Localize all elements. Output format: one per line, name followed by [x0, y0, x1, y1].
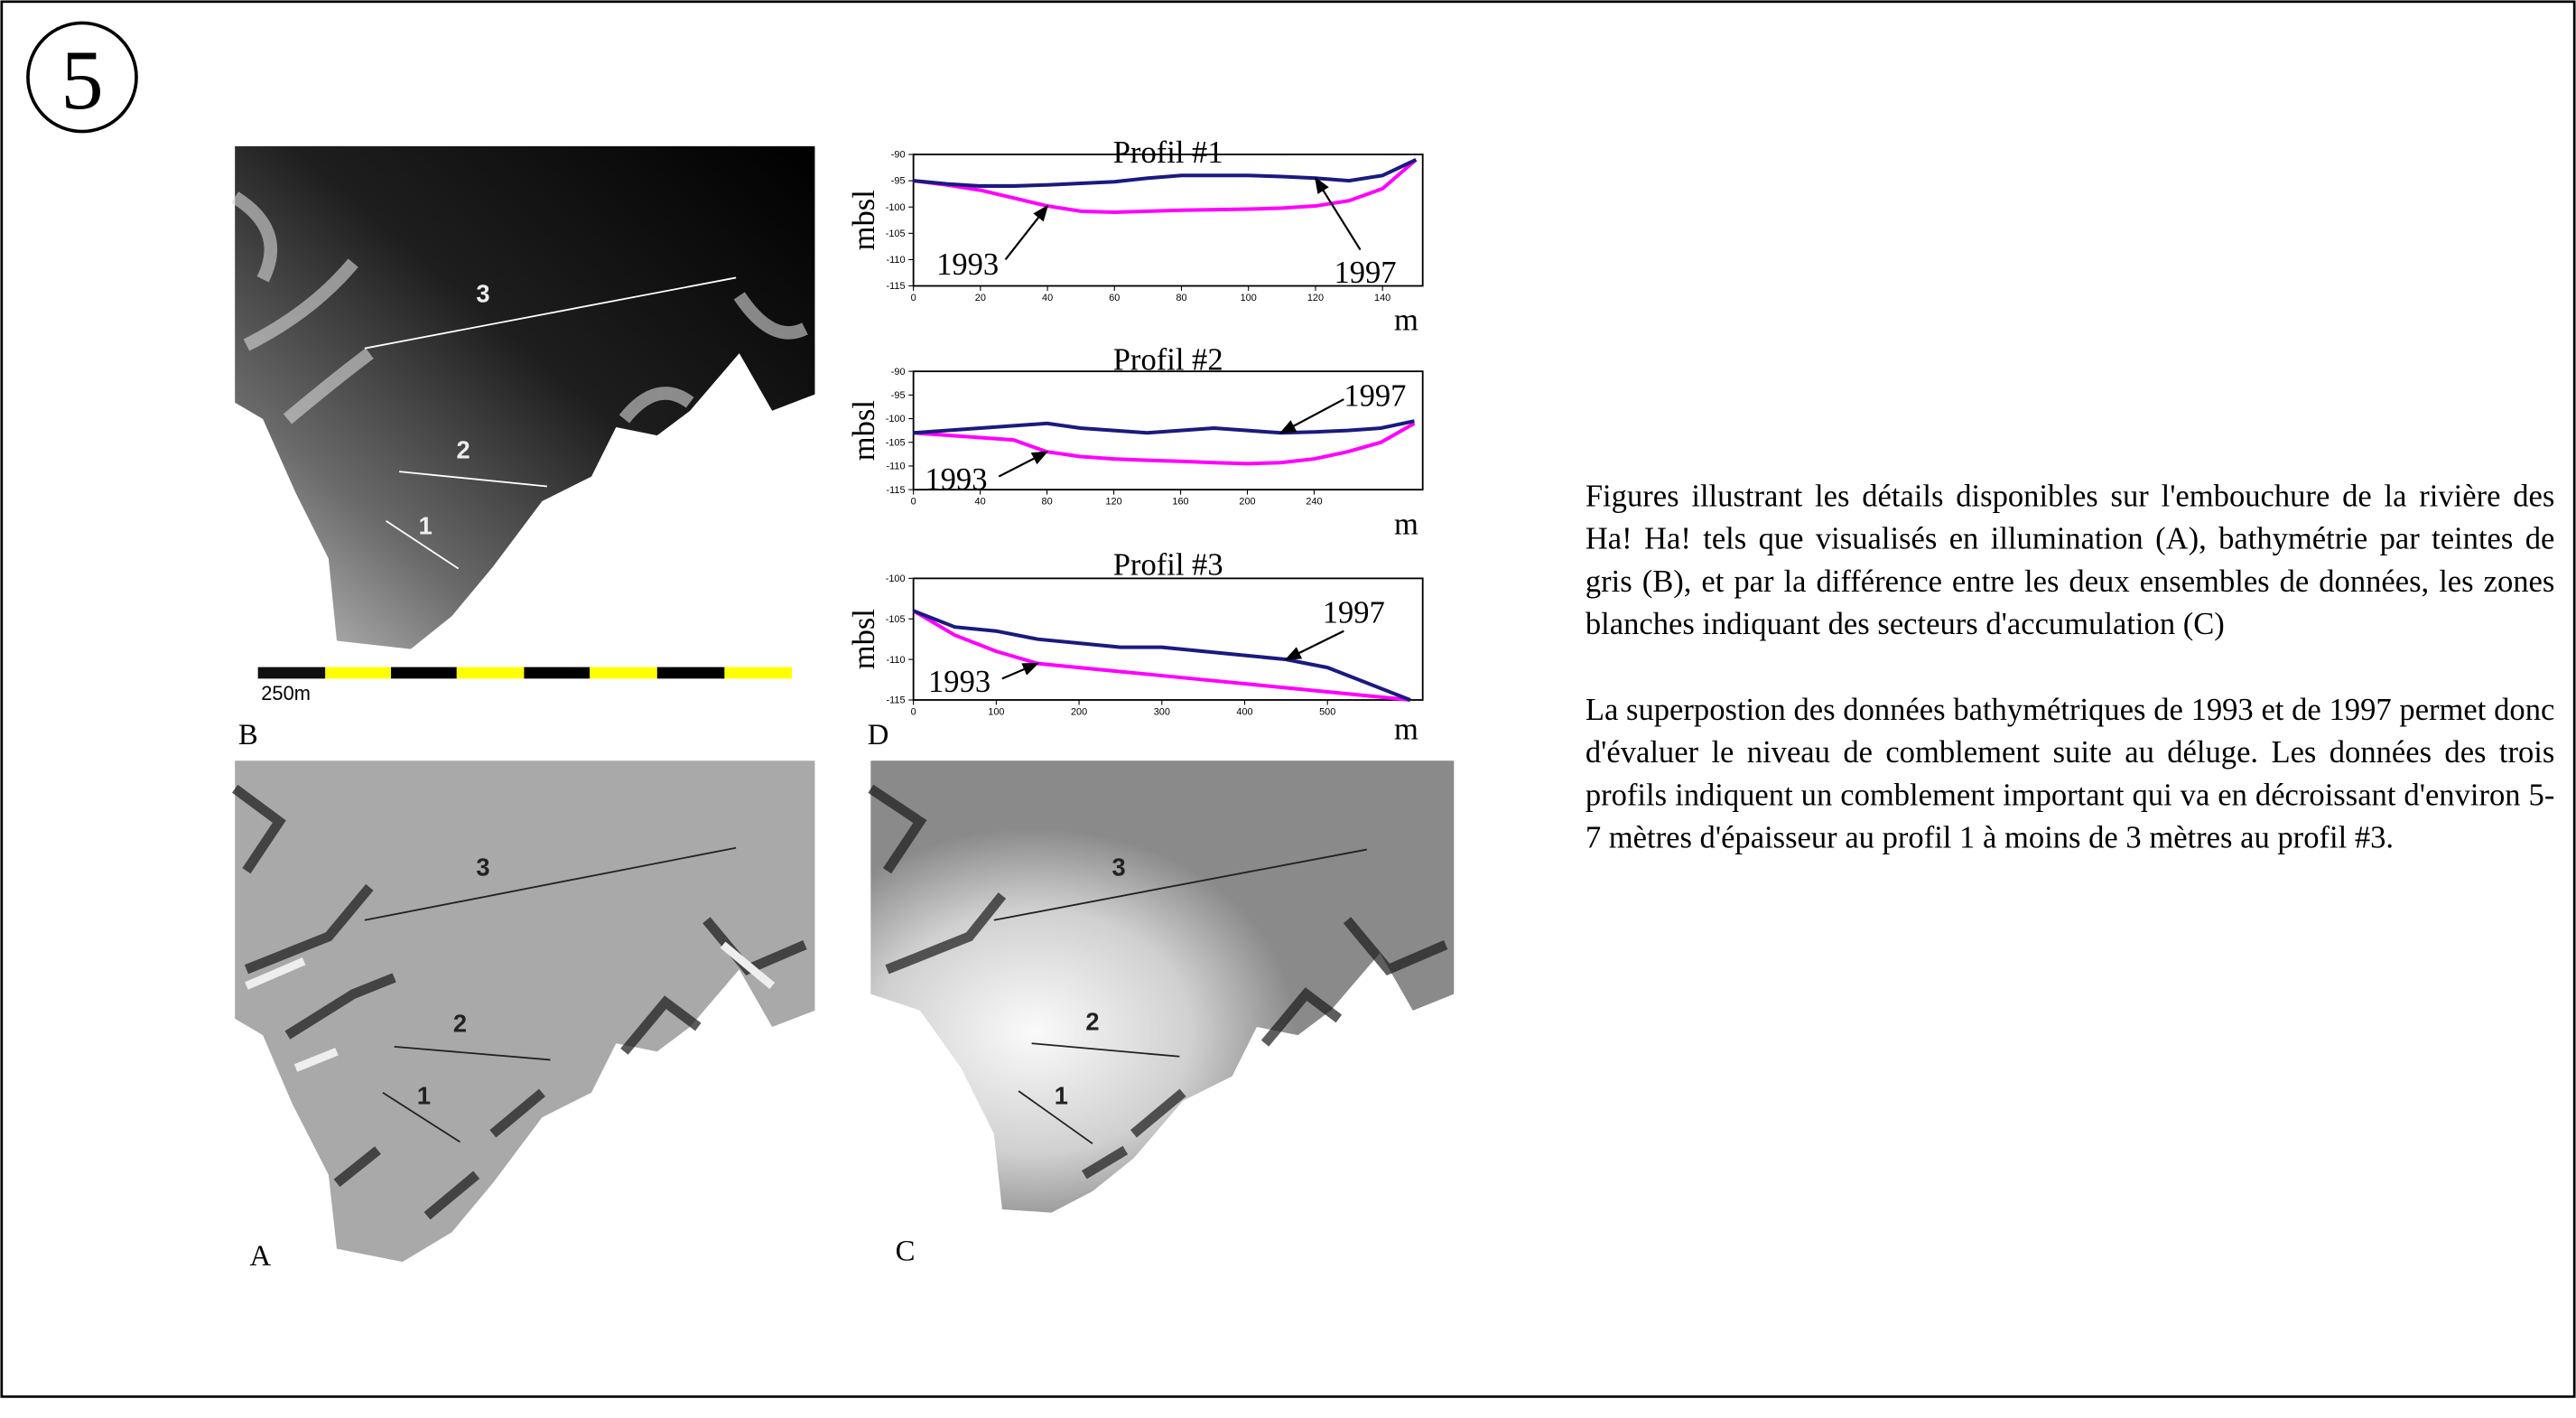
map-a: 3 2 1 A — [235, 760, 814, 1273]
profile-label: 3 — [1111, 854, 1125, 882]
map-c: 3 2 1 C — [870, 760, 1454, 1267]
series-annotation: 1997 — [1334, 256, 1396, 290]
y-tick-label: -100 — [886, 574, 906, 584]
y-tick-label: -110 — [887, 655, 906, 666]
y-tick-label: -115 — [887, 695, 906, 706]
y-tick-label: -95 — [891, 390, 906, 401]
x-tick-label: 40 — [1042, 293, 1053, 303]
x-axis-label: m — [1394, 507, 1418, 541]
caption-paragraph: La superpostion des données bathymétriqu… — [1586, 690, 2555, 861]
series-annotation: 1997 — [1344, 378, 1406, 413]
profile-label: 3 — [476, 854, 489, 882]
x-tick-label: 120 — [1307, 293, 1324, 303]
x-tick-label: 80 — [1042, 497, 1053, 508]
figure-number: 5 — [60, 33, 103, 127]
x-tick-label: 300 — [1154, 706, 1170, 717]
y-tick-label: -115 — [887, 281, 906, 292]
x-tick-label: 60 — [1109, 293, 1120, 303]
x-tick-label: 0 — [911, 706, 916, 717]
scale-label: 250m — [261, 682, 311, 704]
series-annotation: 1993 — [925, 462, 987, 497]
profile-label: 1 — [419, 511, 432, 539]
y-tick-label: -110 — [887, 255, 906, 266]
y-axis-label: mbsl — [847, 400, 881, 461]
y-tick-label: -105 — [886, 614, 906, 625]
y-tick-label: -90 — [891, 367, 906, 378]
caption-paragraph: Figures illustrant les détails disponibl… — [1586, 477, 2555, 648]
map-b: 3 2 1 250m B — [235, 146, 814, 751]
y-tick-label: -105 — [886, 437, 906, 448]
x-tick-label: 120 — [1105, 497, 1121, 508]
profile-label: 3 — [476, 280, 489, 308]
x-axis-label: m — [1394, 303, 1418, 338]
y-tick-label: -115 — [887, 485, 906, 496]
x-tick-label: 20 — [975, 293, 986, 303]
x-tick-label: 500 — [1319, 706, 1335, 717]
x-axis-label: m — [1394, 713, 1418, 747]
profile-label: 2 — [457, 436, 470, 464]
y-axis-label: mbsl — [847, 190, 881, 250]
profile-label: 1 — [1055, 1082, 1068, 1110]
x-tick-label: 200 — [1239, 497, 1255, 508]
y-tick-label: -100 — [886, 202, 906, 213]
x-tick-label: 160 — [1172, 497, 1188, 508]
profile-label: 1 — [417, 1082, 431, 1110]
x-tick-label: 80 — [1176, 293, 1186, 303]
x-tick-label: 0 — [911, 497, 916, 508]
chart-title: Profil #1 — [1113, 135, 1223, 170]
x-tick-label: 200 — [1071, 706, 1087, 717]
y-tick-label: -100 — [886, 414, 906, 424]
y-tick-label: -95 — [891, 176, 906, 187]
chart-title: Profil #3 — [1113, 548, 1223, 583]
y-tick-label: -90 — [891, 150, 906, 161]
x-tick-label: 100 — [1241, 293, 1257, 303]
panel-letter: A — [250, 1240, 272, 1273]
profile-label: 2 — [1085, 1008, 1099, 1036]
x-tick-label: 40 — [975, 497, 986, 508]
x-tick-label: 140 — [1374, 293, 1390, 303]
y-axis-label: mbsl — [847, 609, 881, 669]
profile-label: 2 — [453, 1009, 467, 1037]
y-tick-label: -110 — [887, 462, 906, 472]
series-annotation: 1997 — [1323, 595, 1385, 630]
x-tick-label: 400 — [1236, 706, 1252, 717]
scale-bar — [258, 667, 792, 679]
series-annotation: 1993 — [936, 247, 999, 282]
chart-title: Profil #2 — [1113, 342, 1223, 377]
difference — [870, 760, 1454, 1212]
x-tick-label: 100 — [988, 706, 1004, 717]
panel-letter: B — [238, 719, 258, 751]
panel-letter: C — [896, 1235, 916, 1267]
figure: 5 3 2 1 250m B 3 2 1 A — [0, 0, 2576, 1418]
caption: Figures illustrant les détails disponibl… — [1586, 477, 2555, 1003]
x-tick-label: 0 — [911, 293, 916, 303]
panel-letter: D — [868, 719, 889, 751]
y-tick-label: -105 — [886, 229, 906, 239]
series-annotation: 1993 — [928, 665, 990, 699]
caption-body: Figures illustrant les détails disponibl… — [1586, 477, 2555, 862]
x-tick-label: 240 — [1306, 497, 1322, 508]
